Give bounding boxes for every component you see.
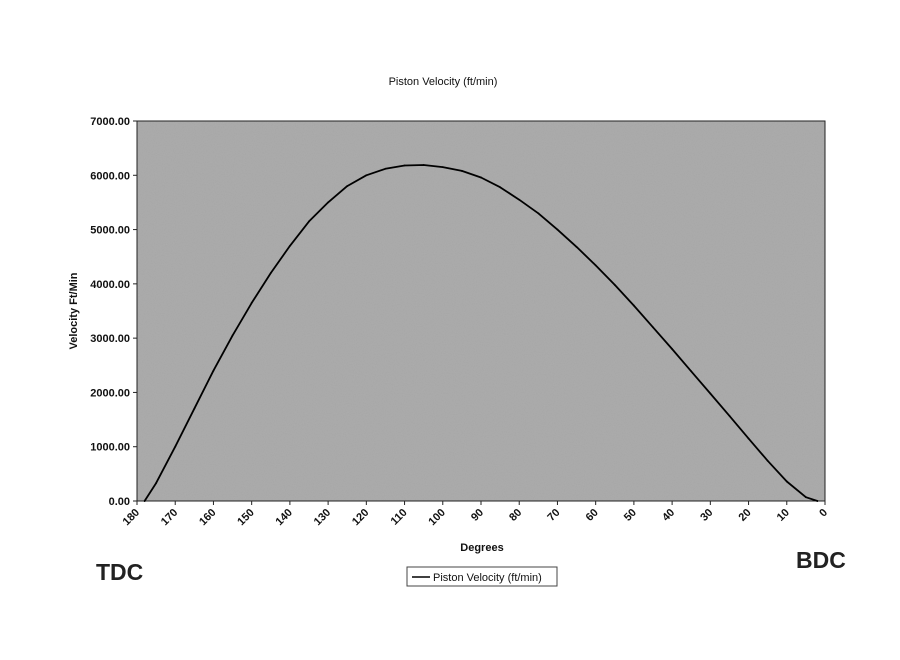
data-point	[403, 164, 406, 167]
data-point	[499, 186, 502, 189]
y-tick-label: 1000.00	[90, 442, 130, 454]
data-point	[346, 185, 349, 188]
legend-box	[406, 566, 558, 587]
x-tick-label: 50	[622, 507, 639, 524]
data-point	[174, 445, 177, 448]
x-tick-label: 40	[660, 507, 677, 524]
x-tick-label: 20	[737, 507, 754, 524]
x-tick-label: 180	[121, 507, 142, 528]
x-tick-label: 100	[426, 507, 447, 528]
x-tick-label: 110	[389, 507, 410, 528]
y-tick-label: 0.00	[109, 496, 130, 508]
legend: Piston Velocity (ft/min)	[406, 566, 558, 587]
y-tick-label: 2000.00	[90, 387, 130, 399]
data-point	[384, 167, 387, 170]
data-point	[308, 220, 310, 223]
y-tick-label: 5000.00	[90, 225, 130, 237]
x-tick-label: 0	[817, 507, 830, 520]
data-point	[594, 264, 597, 267]
y-axis: 0.00 1000.00 2000.00 3000.00 4000.00 5000.00 6…	[90, 116, 137, 508]
x-tick-label: 160	[197, 507, 218, 528]
data-point	[632, 304, 635, 307]
data-point	[575, 246, 578, 248]
data-point	[143, 500, 146, 502]
y-tick-label: 3000.00	[90, 333, 130, 345]
legend-label: Piston Velocity (ft/min)	[433, 572, 542, 584]
x-tick-label: 80	[507, 507, 524, 524]
x-tick-label: 70	[545, 507, 562, 524]
data-point	[766, 459, 769, 462]
x-axis-label: Degrees	[460, 542, 503, 554]
x-tick-label: 10	[775, 507, 792, 524]
data-point	[728, 414, 731, 417]
x-tick-label: 60	[584, 507, 601, 524]
data-point	[327, 201, 330, 204]
data-point	[422, 164, 425, 166]
data-point	[288, 244, 291, 247]
data-point	[212, 369, 215, 372]
data-point	[785, 480, 788, 483]
data-point	[690, 370, 693, 373]
x-tick-label: 120	[350, 507, 371, 528]
y-tick-label: 7000.00	[90, 116, 130, 128]
plot-area	[136, 120, 826, 502]
y-tick-label: 6000.00	[90, 170, 130, 182]
bdc-label: BDC	[796, 547, 846, 573]
data-point	[250, 301, 253, 304]
data-point	[804, 496, 807, 499]
data-point	[365, 174, 368, 177]
series-layer	[143, 164, 819, 502]
y-axis-label: Velocity Ft/Min	[68, 272, 80, 349]
x-tick-label: 170	[159, 507, 180, 528]
data-point	[518, 198, 521, 201]
data-point	[269, 272, 272, 274]
tdc-label: TDC	[96, 559, 143, 585]
x-tick-label: 140	[274, 507, 295, 528]
data-point	[193, 407, 196, 410]
x-tick-label: 90	[469, 507, 486, 524]
data-point	[709, 392, 712, 395]
data-point	[480, 176, 482, 179]
x-tick-label: 30	[698, 507, 715, 524]
data-point	[747, 437, 750, 440]
x-axis: 180 170 160 150 140 130 120 110 100 90 80 70 60 50 40 3…	[121, 501, 830, 528]
data-point	[231, 334, 234, 337]
chart-title: Piston Velocity (ft/min)	[389, 76, 498, 88]
data-point	[556, 228, 559, 231]
data-point	[652, 326, 654, 329]
data-point	[460, 170, 463, 172]
x-tick-label: 130	[312, 507, 333, 528]
plot-texture	[137, 121, 825, 501]
data-point	[537, 212, 540, 215]
data-point	[671, 348, 674, 350]
x-tick-label: 150	[235, 507, 256, 528]
data-point	[613, 284, 616, 286]
data-point	[441, 166, 444, 169]
data-point	[816, 500, 819, 502]
data-point	[155, 482, 158, 484]
y-tick-label: 4000.00	[90, 279, 130, 291]
